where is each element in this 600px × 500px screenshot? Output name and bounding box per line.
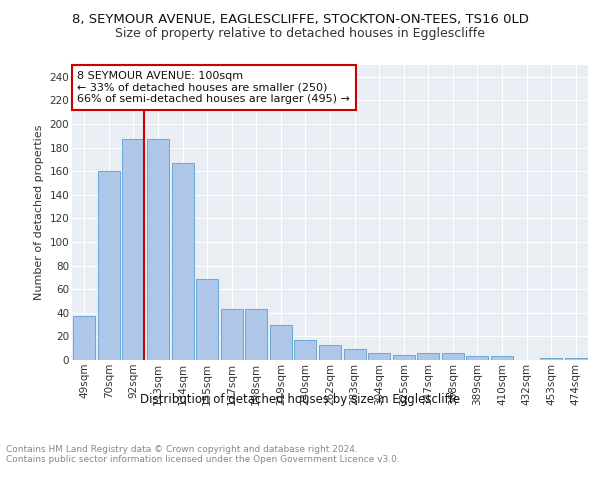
Bar — [417, 353, 439, 360]
Bar — [565, 358, 587, 360]
Text: Size of property relative to detached houses in Egglescliffe: Size of property relative to detached ho… — [115, 28, 485, 40]
Text: Distribution of detached houses by size in Egglescliffe: Distribution of detached houses by size … — [140, 392, 460, 406]
Bar — [147, 140, 169, 360]
Bar — [540, 358, 562, 360]
Bar — [270, 324, 292, 360]
Bar — [245, 310, 268, 360]
Bar — [344, 350, 365, 360]
Bar — [491, 356, 513, 360]
Bar — [98, 171, 120, 360]
Bar — [295, 340, 316, 360]
Bar — [122, 140, 145, 360]
Bar — [319, 344, 341, 360]
Bar — [73, 316, 95, 360]
Bar — [442, 353, 464, 360]
Bar — [368, 353, 390, 360]
Text: 8 SEYMOUR AVENUE: 100sqm
← 33% of detached houses are smaller (250)
66% of semi-: 8 SEYMOUR AVENUE: 100sqm ← 33% of detach… — [77, 71, 350, 104]
Bar — [392, 356, 415, 360]
Text: Contains HM Land Registry data © Crown copyright and database right 2024.
Contai: Contains HM Land Registry data © Crown c… — [6, 445, 400, 464]
Y-axis label: Number of detached properties: Number of detached properties — [34, 125, 44, 300]
Bar — [196, 278, 218, 360]
Bar — [466, 356, 488, 360]
Bar — [172, 163, 194, 360]
Bar — [221, 310, 243, 360]
Text: 8, SEYMOUR AVENUE, EAGLESCLIFFE, STOCKTON-ON-TEES, TS16 0LD: 8, SEYMOUR AVENUE, EAGLESCLIFFE, STOCKTO… — [71, 12, 529, 26]
